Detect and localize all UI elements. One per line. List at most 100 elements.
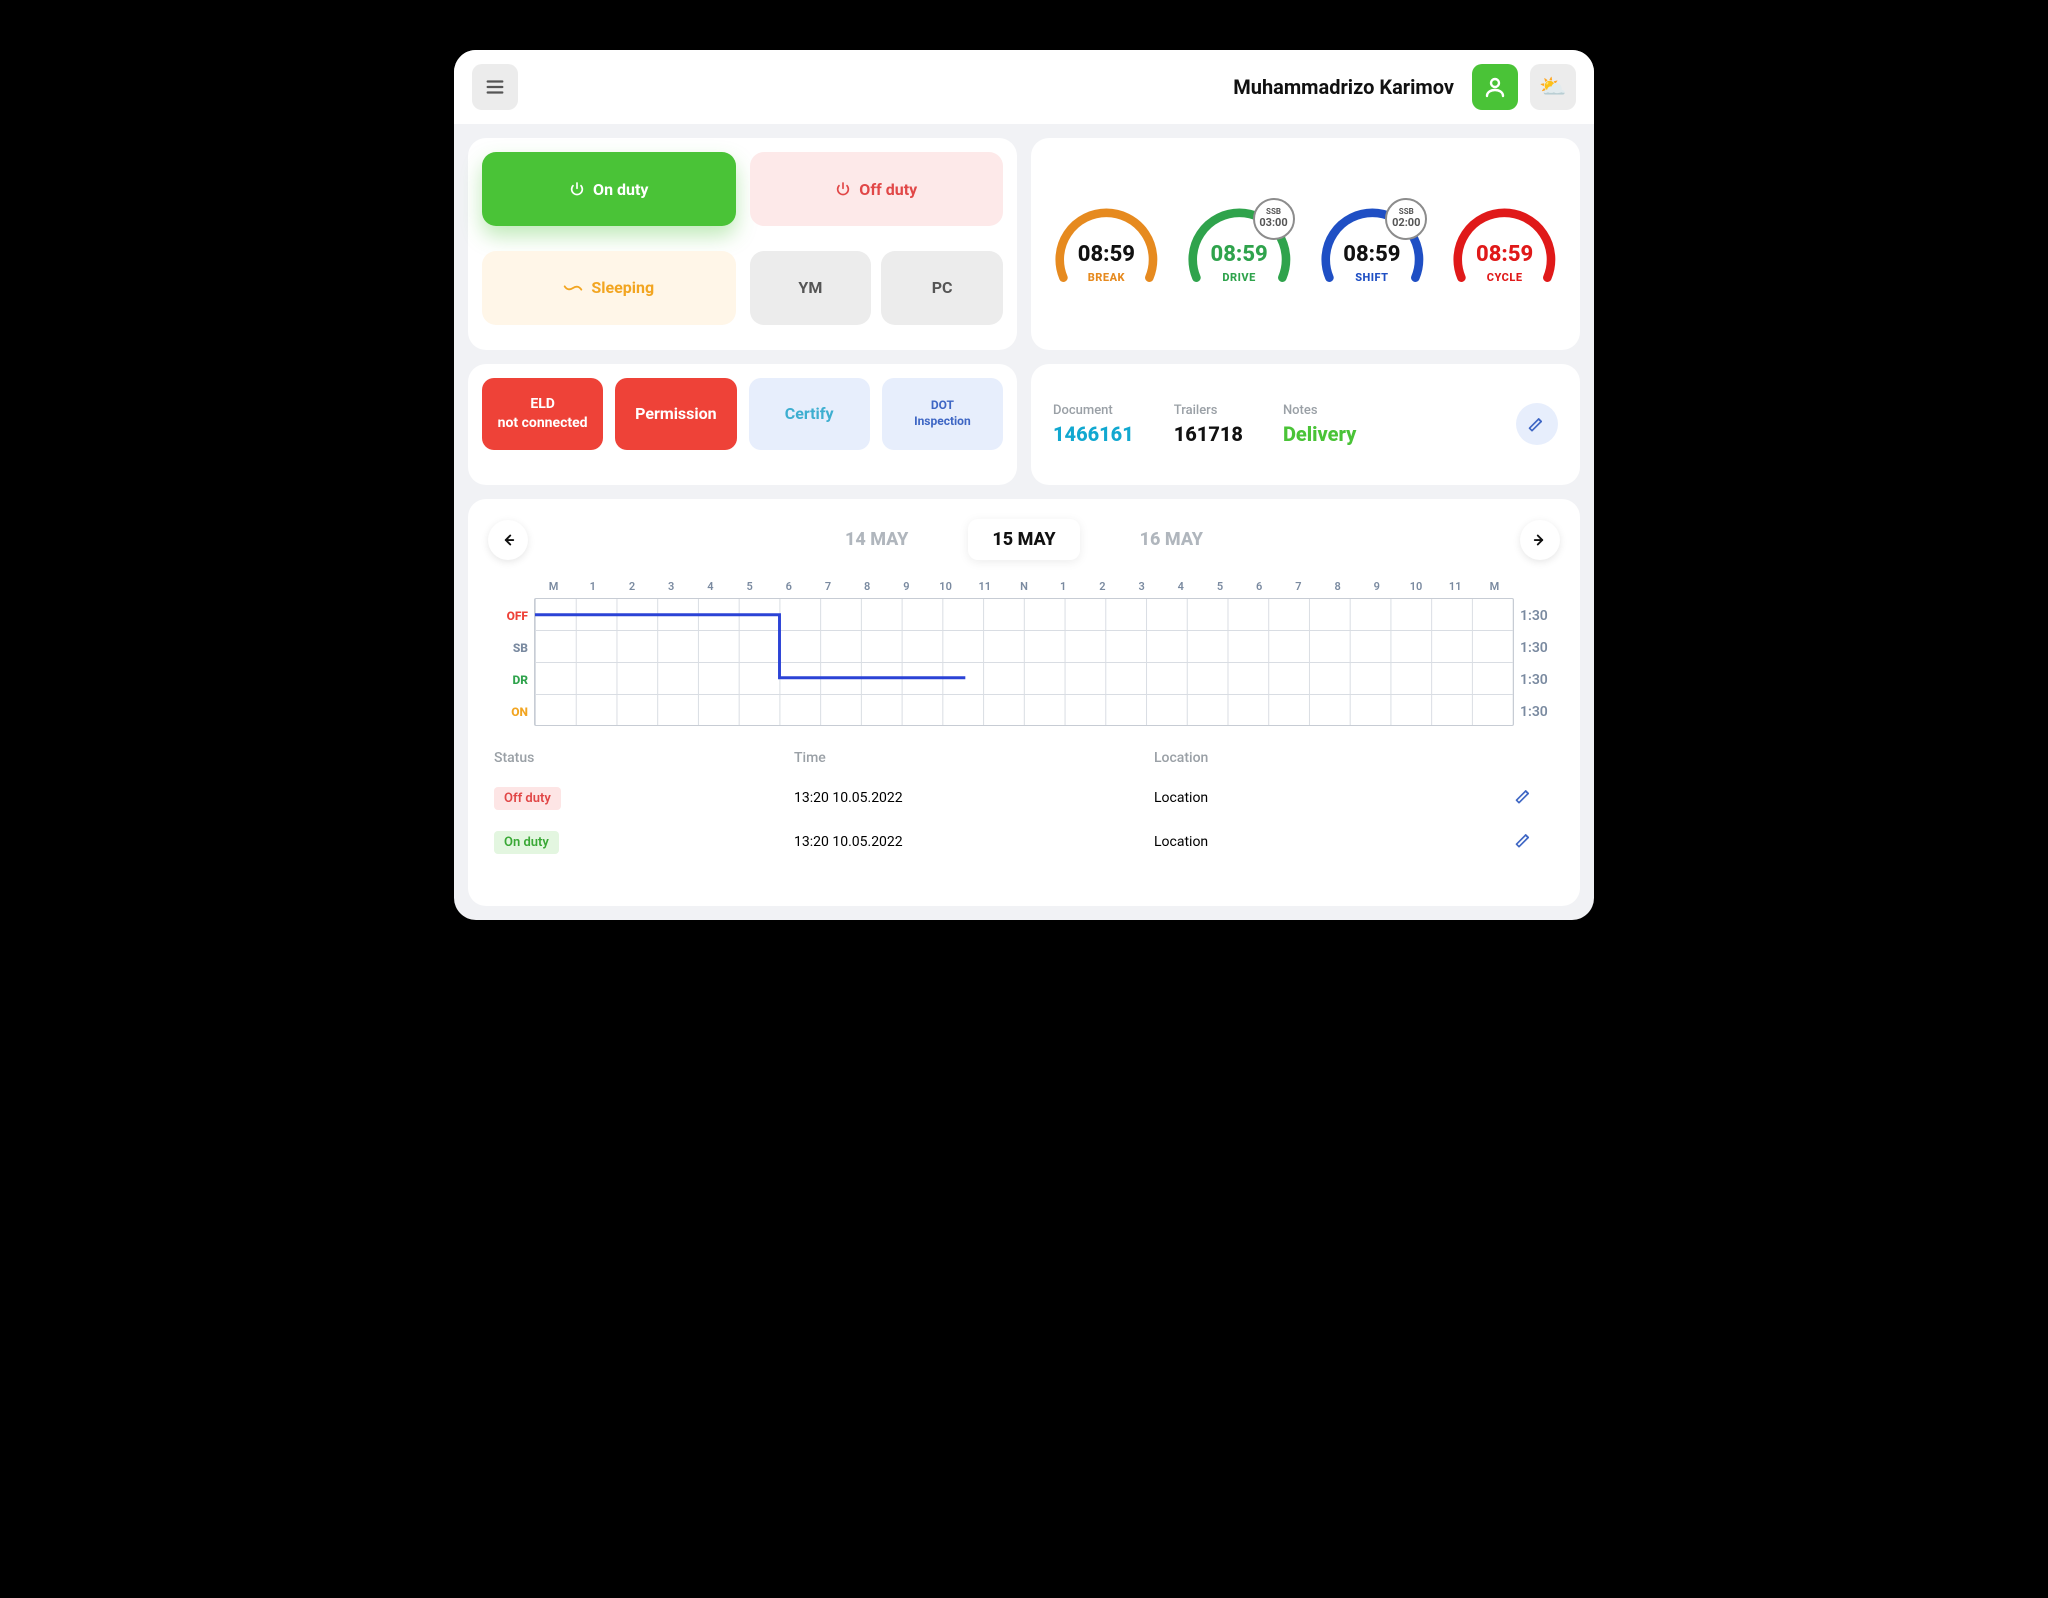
- graph-line: [535, 599, 1513, 725]
- username-label: Muhammadrizo Karimov: [1233, 75, 1454, 99]
- gauge-shift: SSB02:00 08:59 SHIFT: [1311, 204, 1434, 284]
- hour-label: 2: [1083, 580, 1122, 598]
- pencil-icon: [1514, 830, 1534, 850]
- status-time: 13:20 10.05.2022: [794, 790, 1154, 806]
- permission-label: Permission: [635, 404, 716, 423]
- status-row: Off duty 13:20 10.05.2022 Location: [488, 776, 1560, 820]
- off-duty-label: Off duty: [859, 180, 917, 199]
- row-label-sb: SB: [488, 632, 528, 664]
- sleeping-button[interactable]: Sleeping: [482, 251, 736, 325]
- weather-icon: ⛅: [1539, 75, 1566, 100]
- dot-label-1: DOT: [931, 398, 954, 414]
- hour-label: 11: [965, 580, 1004, 598]
- screen: Muhammadrizo Karimov ⛅ On duty Off duty: [454, 50, 1594, 920]
- power-icon: [569, 181, 585, 197]
- user-icon: [1483, 75, 1507, 99]
- gauge-cycle: 08:59 CYCLE: [1443, 204, 1566, 284]
- status-header-time: Time: [794, 750, 1154, 766]
- off-duty-button[interactable]: Off duty: [750, 152, 1004, 226]
- row-label-on: ON: [488, 696, 528, 728]
- hour-label: 11: [1436, 580, 1475, 598]
- ym-button[interactable]: YM: [750, 251, 872, 325]
- status-edit-button[interactable]: [1514, 786, 1554, 810]
- date-tab-current[interactable]: 15 MAY: [968, 519, 1079, 560]
- document-value: 1466161: [1053, 422, 1134, 446]
- profile-button[interactable]: [1472, 64, 1518, 110]
- weather-button[interactable]: ⛅: [1530, 64, 1576, 110]
- on-duty-label: On duty: [593, 180, 648, 199]
- dot-inspection-button[interactable]: DOT Inspection: [882, 378, 1003, 450]
- gauge-break: 08:59 BREAK: [1045, 204, 1168, 284]
- hour-label: 10: [1396, 580, 1435, 598]
- status-header-location: Location: [1154, 750, 1514, 766]
- hour-label: 3: [1122, 580, 1161, 598]
- date-navigation: 14 MAY 15 MAY 16 MAY: [488, 519, 1560, 560]
- prev-day-button[interactable]: [488, 520, 528, 560]
- arrow-right-icon: [1531, 531, 1549, 549]
- permission-button[interactable]: Permission: [615, 378, 736, 450]
- hour-label: 6: [769, 580, 808, 598]
- hour-label: 5: [730, 580, 769, 598]
- hour-label: M: [1475, 580, 1514, 598]
- ssb-badge: SSB02:00: [1385, 198, 1427, 240]
- hour-label: M: [534, 580, 573, 598]
- trailers-value: 161718: [1174, 422, 1243, 446]
- notes-label: Notes: [1283, 403, 1356, 418]
- info-edit-button[interactable]: [1516, 403, 1558, 445]
- hour-label: 7: [808, 580, 847, 598]
- arrow-left-icon: [499, 531, 517, 549]
- hour-label: 5: [1200, 580, 1239, 598]
- eld-label-2: not connected: [498, 414, 588, 432]
- on-duty-button[interactable]: On duty: [482, 152, 736, 226]
- hour-label: 4: [691, 580, 730, 598]
- row-duration: 1:30: [1520, 600, 1560, 632]
- eld-button[interactable]: ELD not connected: [482, 378, 603, 450]
- hour-label: 10: [926, 580, 965, 598]
- row-labels: OFF SB DR ON: [488, 580, 528, 728]
- ssb-badge: SSB03:00: [1253, 198, 1295, 240]
- pc-label: PC: [932, 278, 953, 297]
- pencil-icon: [1514, 786, 1534, 806]
- row-duration: 1:30: [1520, 632, 1560, 664]
- duty-status-card: On duty Off duty Sleeping YM PC: [468, 138, 1017, 350]
- date-tab-next[interactable]: 16 MAY: [1116, 519, 1227, 560]
- hour-label: 8: [848, 580, 887, 598]
- status-edit-button[interactable]: [1514, 830, 1554, 854]
- gauges-card: 08:59 BREAK SSB03:00 08:59 DRIVE SSB02:0…: [1031, 138, 1580, 350]
- gauge-drive: SSB03:00 08:59 DRIVE: [1178, 204, 1301, 284]
- hour-label: 9: [1357, 580, 1396, 598]
- hour-label: 1: [573, 580, 612, 598]
- graph-grid: [534, 598, 1514, 726]
- date-tab-prev[interactable]: 14 MAY: [821, 519, 932, 560]
- dot-label-2: Inspection: [914, 414, 971, 430]
- duty-graph: OFF SB DR ON M1234567891011N123456789101…: [488, 580, 1560, 728]
- trailers-label: Trailers: [1174, 403, 1243, 418]
- sleeping-label: Sleeping: [591, 278, 654, 297]
- row-duration: 1:30: [1520, 696, 1560, 728]
- certify-button[interactable]: Certify: [749, 378, 870, 450]
- hamburger-icon: [484, 76, 506, 98]
- hour-label: 4: [1161, 580, 1200, 598]
- row-label-off: OFF: [488, 600, 528, 632]
- ym-label: YM: [798, 278, 822, 297]
- hour-label: 8: [1318, 580, 1357, 598]
- hour-label: 2: [612, 580, 651, 598]
- sleep-icon: [563, 282, 583, 294]
- row-durations: 1:301:301:301:30: [1520, 580, 1560, 728]
- status-location: Location: [1154, 834, 1514, 850]
- hour-label: 3: [652, 580, 691, 598]
- menu-button[interactable]: [472, 64, 518, 110]
- next-day-button[interactable]: [1520, 520, 1560, 560]
- row-duration: 1:30: [1520, 664, 1560, 696]
- pencil-icon: [1527, 414, 1547, 434]
- hour-label: 6: [1240, 580, 1279, 598]
- hour-label: N: [1004, 580, 1043, 598]
- row-label-dr: DR: [488, 664, 528, 696]
- pc-button[interactable]: PC: [881, 251, 1003, 325]
- hour-label: 1: [1044, 580, 1083, 598]
- eld-label-1: ELD: [530, 395, 555, 413]
- header-bar: Muhammadrizo Karimov ⛅: [454, 50, 1594, 124]
- status-table-header: Status Time Location: [488, 740, 1560, 776]
- certify-label: Certify: [785, 404, 834, 423]
- tablet-frame: Muhammadrizo Karimov ⛅ On duty Off duty: [424, 20, 1624, 950]
